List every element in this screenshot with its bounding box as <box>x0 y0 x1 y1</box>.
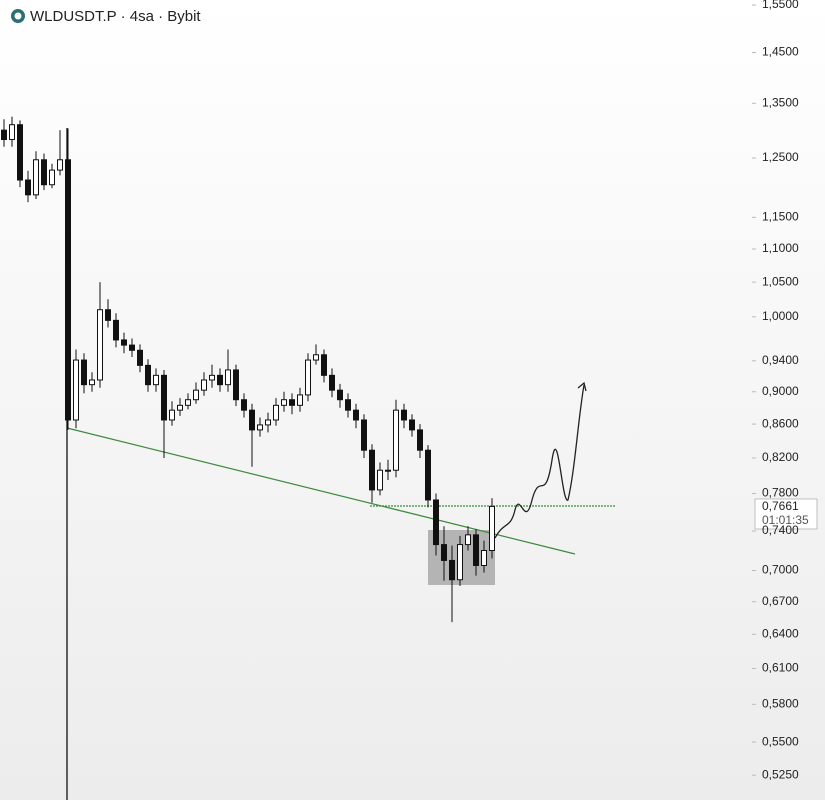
candle-body <box>465 534 471 546</box>
candle-body <box>9 124 15 141</box>
candle-body <box>145 364 151 386</box>
candle-body <box>185 399 191 406</box>
y-tick-label: 1,4500 <box>762 45 799 59</box>
candle-body <box>57 159 63 171</box>
candle-body <box>169 409 175 421</box>
y-tick-label: 0,5250 <box>762 767 799 781</box>
candle-body <box>393 409 399 471</box>
candle-body <box>225 369 231 386</box>
candle-body <box>1 129 7 141</box>
candle-body <box>433 499 439 546</box>
candle-body <box>233 369 239 401</box>
forecast-path <box>494 384 585 539</box>
candle-body <box>193 389 199 401</box>
y-tick-label: 0,5800 <box>762 696 799 710</box>
candle-body <box>305 359 311 396</box>
forecast-arrow <box>577 381 587 392</box>
candle-body <box>345 399 351 411</box>
y-tick-label: 0,9400 <box>762 353 799 367</box>
candle-body <box>289 399 295 406</box>
candle-body <box>153 374 159 386</box>
candle-body <box>73 359 79 421</box>
candle-body <box>361 419 367 451</box>
candle-body <box>377 469 383 491</box>
candle-body <box>201 379 207 391</box>
candle-body <box>81 359 87 386</box>
y-tick-label: 0,7800 <box>762 486 799 500</box>
y-tick-label: 1,1000 <box>762 241 799 255</box>
candle-body <box>65 159 71 421</box>
candle-body <box>321 354 327 376</box>
candle-body <box>425 449 431 501</box>
candle-body <box>401 409 407 421</box>
candle-body <box>17 124 23 181</box>
candle-body <box>89 379 95 386</box>
y-tick-label: 0,7000 <box>762 563 799 577</box>
candle-body <box>113 319 119 341</box>
candle-body <box>105 309 111 321</box>
candle-body <box>449 559 455 581</box>
y-tick-label: 1,0500 <box>762 274 799 288</box>
y-tick-label: 0,7400 <box>762 523 799 537</box>
candle-body <box>161 374 167 421</box>
candle-body <box>409 419 415 431</box>
y-tick-label: 0,8200 <box>762 450 799 464</box>
candle-body <box>473 534 479 566</box>
y-tick-label: 0,6700 <box>762 594 799 608</box>
candle-body <box>265 419 271 426</box>
countdown: 01:01:35 <box>762 513 809 527</box>
candle-body <box>121 339 127 346</box>
y-tick-label: 0,8600 <box>762 416 799 430</box>
candle-body <box>369 449 375 491</box>
candle-body <box>481 549 487 566</box>
candle-body <box>209 374 215 381</box>
candle-body <box>257 424 263 431</box>
y-tick-label: 1,5500 <box>762 0 799 11</box>
logo <box>11 9 25 23</box>
candle-body <box>49 169 55 186</box>
y-tick-label: 0,9000 <box>762 384 799 398</box>
y-tick-label: 0,6100 <box>762 661 799 675</box>
candle-body <box>137 349 143 366</box>
y-tick-label: 0,6400 <box>762 626 799 640</box>
chart-title: WLDUSDT.P · 4sa · Bybit <box>30 8 201 25</box>
candle-body <box>25 179 31 196</box>
candle-body <box>41 159 47 186</box>
candle-body <box>177 404 183 411</box>
candle-body <box>241 399 247 411</box>
candle-body <box>417 429 423 451</box>
candle-body <box>353 409 359 421</box>
y-tick-label: 1,3500 <box>762 95 799 109</box>
plot <box>1 116 495 623</box>
candle-body <box>273 404 279 421</box>
y-tick-label: 1,0000 <box>762 309 799 323</box>
candle-body <box>129 344 135 351</box>
candle-body <box>385 469 391 472</box>
candle-body <box>313 354 319 361</box>
candle-body <box>489 505 495 551</box>
price-box <box>754 498 818 530</box>
candle-body <box>249 409 255 431</box>
candle-body <box>217 374 223 386</box>
candle-body <box>33 159 39 196</box>
candle-body <box>337 389 343 401</box>
candle-body <box>297 394 303 406</box>
candle-body <box>457 544 463 581</box>
candle-body <box>329 374 335 391</box>
candle-body <box>441 544 447 561</box>
candle-body <box>97 309 103 381</box>
candle-body <box>281 399 287 406</box>
y-tick-label: 1,2500 <box>762 150 799 164</box>
last-price-label: 0,7661 <box>762 499 799 513</box>
y-tick-label: 1,1500 <box>762 210 799 224</box>
y-tick-label: 0,5500 <box>762 734 799 748</box>
